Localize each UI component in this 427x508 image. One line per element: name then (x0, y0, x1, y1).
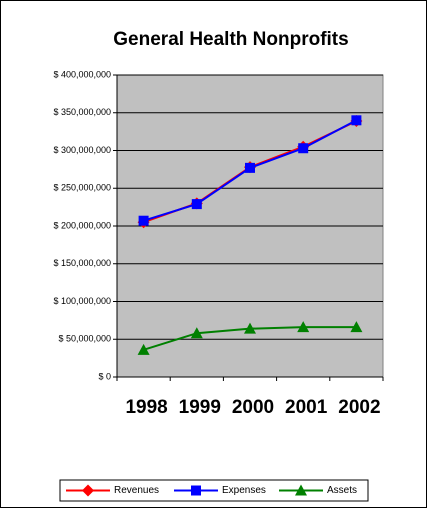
y-tick-label: $ 150,000,000 (53, 258, 111, 268)
y-tick-label: $ 400,000,000 (53, 69, 111, 79)
legend-marker (295, 484, 307, 496)
marker (297, 321, 310, 333)
x-tick-label: 1999 (179, 397, 221, 418)
y-tick-label: $ 100,000,000 (53, 296, 111, 306)
legend-marker (191, 485, 201, 496)
marker (351, 115, 362, 126)
legend-label: Revenues (114, 485, 159, 496)
x-tick-label: 2000 (232, 397, 274, 418)
marker (191, 199, 202, 210)
x-tick-label: 1998 (125, 397, 167, 418)
y-tick-label: $ 0 (98, 371, 111, 381)
y-tick-label: $ 300,000,000 (53, 145, 111, 155)
legend-marker (82, 484, 94, 497)
legend-label: Expenses (222, 485, 266, 496)
x-tick-label: 2002 (338, 397, 380, 418)
marker (245, 162, 255, 173)
x-tick-label: 2001 (285, 397, 328, 418)
chart-title: General Health Nonprofits (113, 29, 348, 50)
y-tick-label: $ 250,000,000 (53, 183, 111, 193)
marker (350, 321, 363, 333)
marker (190, 327, 203, 339)
y-tick-label: $ 200,000,000 (53, 220, 111, 230)
legend-label: Assets (327, 485, 357, 496)
marker (137, 343, 150, 355)
y-tick-label: $ 50,000,000 (58, 334, 111, 344)
marker (298, 143, 309, 154)
y-tick-label: $ 350,000,000 (53, 107, 111, 117)
marker (138, 215, 149, 226)
marker (244, 322, 256, 334)
